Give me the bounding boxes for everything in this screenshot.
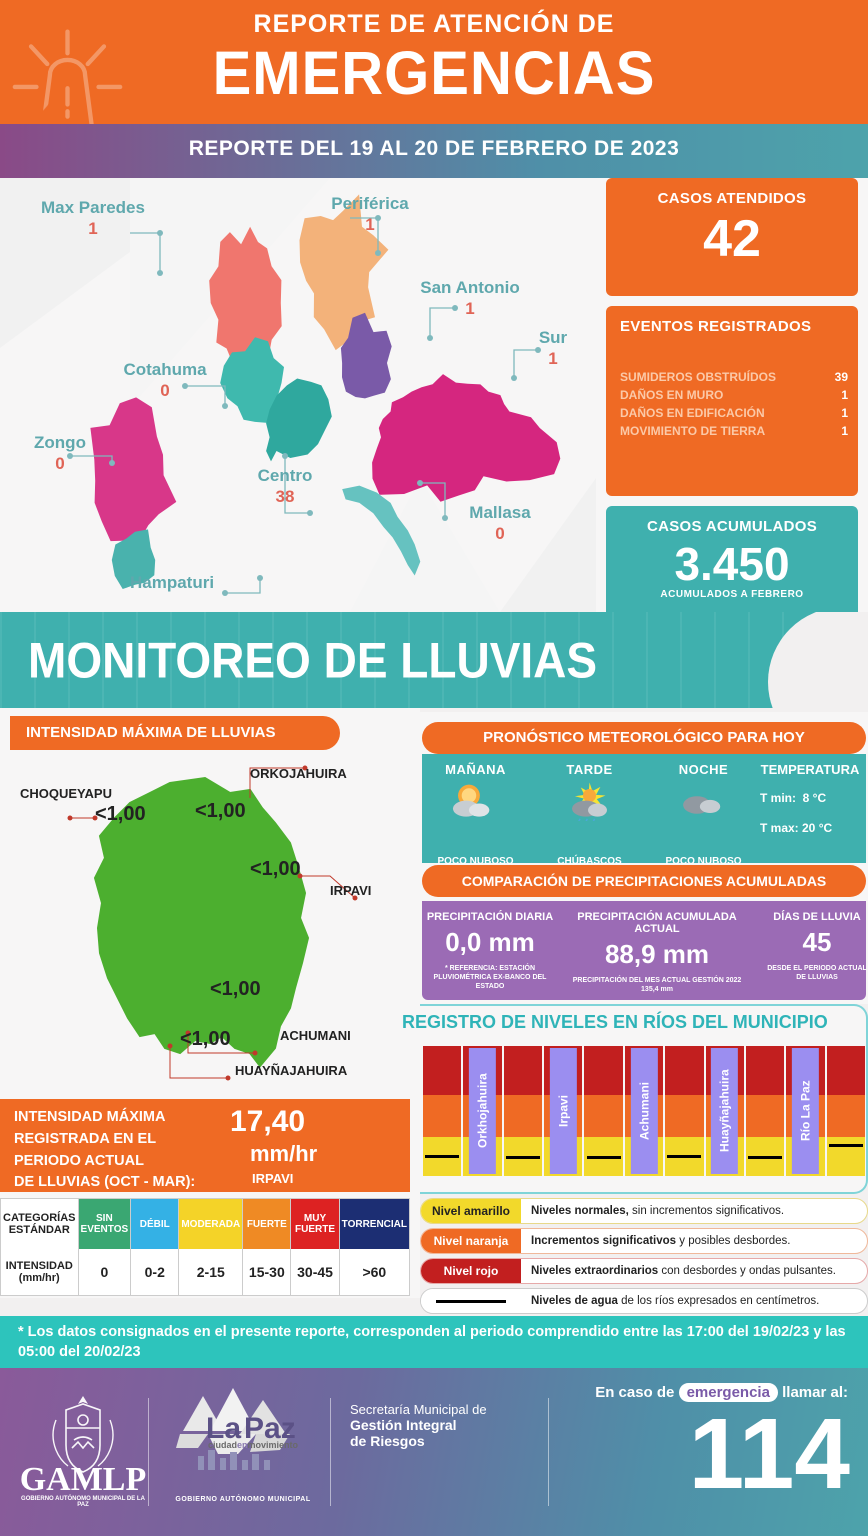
svg-text:ciudadenmovimiento: ciudadenmovimiento (208, 1440, 299, 1450)
svg-text:GAMLP: GAMLP (20, 1461, 147, 1495)
